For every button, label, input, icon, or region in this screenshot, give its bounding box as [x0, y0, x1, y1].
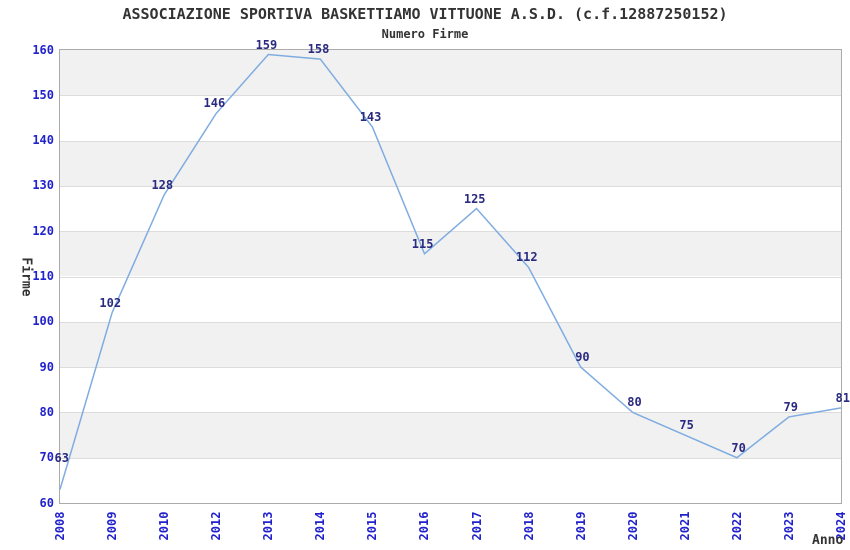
data-point-label: 125 [463, 191, 486, 206]
gridline [60, 367, 841, 369]
data-point-label: 143 [359, 110, 382, 124]
gridline [60, 276, 841, 278]
data-point-label: 90 [575, 350, 590, 365]
data-point-label: 102 [99, 295, 122, 310]
grid-band [60, 321, 841, 368]
data-point-label: 80 [627, 395, 642, 410]
y-tick-label: 140 [32, 133, 54, 148]
data-point-label: 63 [54, 451, 69, 466]
grid-band [60, 50, 841, 96]
y-tick-label: 70 [39, 450, 54, 465]
data-point-label: 146 [203, 96, 226, 111]
plot-area [59, 49, 842, 504]
x-axis-label: Anno [812, 533, 844, 548]
data-point-label: 81 [835, 390, 850, 405]
gridline [60, 321, 841, 323]
data-point-label: 79 [783, 399, 798, 414]
line-series [59, 53, 842, 490]
grid-band [60, 140, 841, 186]
data-point-label: 112 [515, 250, 538, 265]
y-tick-label: 100 [32, 314, 54, 329]
y-tick-label: 60 [39, 495, 54, 510]
y-tick-label: 150 [32, 87, 54, 102]
grid-band [60, 231, 841, 277]
grid-band [60, 412, 841, 458]
y-tick-label: 80 [39, 404, 54, 419]
chart-subtitle: Numero Firme [381, 27, 469, 41]
gridline [60, 412, 841, 414]
gridline [60, 95, 841, 97]
data-point-label: 158 [307, 42, 330, 57]
y-tick-label: 110 [32, 269, 54, 283]
gridline [60, 140, 841, 142]
y-tick-label: 130 [32, 178, 54, 193]
gridline [60, 185, 841, 187]
page-title: ASSOCIAZIONE SPORTIVA BASKETTIAMO VITTUO… [122, 5, 728, 23]
data-point-label: 115 [411, 236, 434, 251]
y-tick-label: 120 [32, 223, 54, 238]
y-tick-label: 90 [39, 359, 54, 374]
data-point-label: 75 [679, 418, 694, 433]
gridline [60, 457, 841, 459]
data-point-label: 159 [255, 37, 278, 52]
data-point-label: 70 [731, 440, 746, 455]
data-point-label: 128 [151, 177, 174, 192]
y-tick-label: 160 [32, 42, 54, 57]
